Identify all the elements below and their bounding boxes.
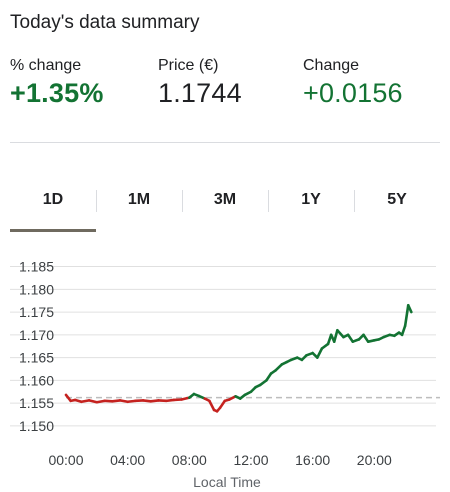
x-axis-labels: 00:00 04:00 08:00 12:00 16:00 20:00 <box>48 452 392 468</box>
price-line-segment <box>180 396 191 401</box>
price-line-segment <box>400 324 407 337</box>
y-tick-label: 1.170 <box>19 327 54 343</box>
price-line-segment <box>406 303 413 314</box>
price-label: Price (€) <box>158 57 219 74</box>
y-tick-label: 1.175 <box>19 304 54 320</box>
tab-1m[interactable]: 1M <box>96 180 182 232</box>
percent-change-label: % change <box>10 57 82 74</box>
x-tick-label: 16:00 <box>295 452 330 468</box>
tab-1d[interactable]: 1D <box>10 180 96 232</box>
price-line-segment <box>218 399 227 409</box>
price-line <box>64 303 440 413</box>
price-line-segment <box>346 333 355 343</box>
price-line-segment <box>336 328 345 339</box>
range-tabs: 1D 1M 3M 1Y 5Y <box>10 180 440 232</box>
percent-change-stat: % change +1.35% <box>10 57 104 109</box>
x-tick-label: 20:00 <box>357 452 392 468</box>
x-tick-label: 12:00 <box>233 452 268 468</box>
price-line-segment <box>118 399 129 404</box>
chart-grid <box>10 266 436 427</box>
x-tick-label: 00:00 <box>48 452 83 468</box>
tab-3m[interactable]: 3M <box>182 180 268 232</box>
y-tick-label: 1.185 <box>19 259 54 275</box>
page-title: Today's data summary <box>10 12 200 33</box>
price-line-segment <box>208 399 216 412</box>
x-tick-label: 08:00 <box>172 452 207 468</box>
price-line-segment <box>403 303 410 328</box>
price-line-segment <box>274 363 284 372</box>
y-tick-label: 1.180 <box>19 281 54 297</box>
y-tick-label: 1.150 <box>19 418 54 434</box>
price-value: 1.1744 <box>158 78 242 108</box>
price-line-segment <box>332 328 339 343</box>
price-line-segment <box>362 333 370 343</box>
price-line-segment <box>95 399 106 404</box>
y-tick-label: 1.155 <box>19 395 54 411</box>
x-axis-title: Local Time <box>193 474 261 490</box>
price-line-segment <box>265 372 273 382</box>
change-label: Change <box>303 57 360 74</box>
change-value: +0.0156 <box>303 78 403 108</box>
change-stat: Change +0.0156 <box>303 57 403 109</box>
price-chart: 1.150 1.155 1.160 1.165 1.170 1.175 1.180 1.185… <box>10 259 440 490</box>
price-line-segment <box>315 347 324 359</box>
x-tick-label: 04:00 <box>110 452 145 468</box>
tab-1y[interactable]: 1Y <box>268 180 354 232</box>
percent-change-value: +1.35% <box>10 78 104 108</box>
price-stat: Price (€) 1.1744 <box>158 57 242 109</box>
y-axis-labels: 1.150 1.155 1.160 1.165 1.170 1.175 1.180 1.185 <box>19 259 54 434</box>
price-line-segment <box>80 399 91 404</box>
section-divider <box>10 142 440 143</box>
y-tick-label: 1.165 <box>19 350 54 366</box>
tab-5y[interactable]: 5Y <box>354 180 440 232</box>
y-tick-label: 1.160 <box>19 372 54 388</box>
price-line-segment <box>87 399 99 404</box>
